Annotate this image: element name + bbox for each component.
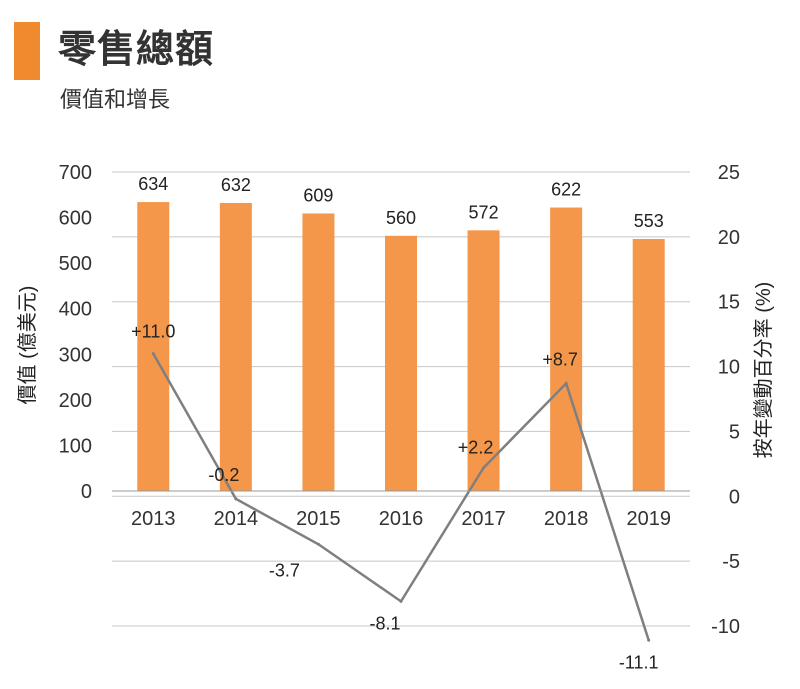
data-labels: 634 632 609 560 572 622 553 +11.0 -0.2 -3.7 -8.1 +2… bbox=[131, 174, 664, 672]
right-axis-tick-label: 10 bbox=[718, 357, 740, 379]
category-label: 2014 bbox=[214, 508, 259, 530]
line-point-label: +11.0 bbox=[131, 322, 175, 342]
line-point-label: -0.2 bbox=[208, 465, 239, 485]
bar bbox=[550, 207, 583, 491]
category-label: 2019 bbox=[626, 508, 671, 530]
right-axis-title: 按年變動百分率 (%) bbox=[752, 282, 775, 459]
line-point-label: -11.1 bbox=[619, 652, 659, 672]
category-label: 2017 bbox=[461, 508, 506, 530]
line-point-label: -8.1 bbox=[369, 613, 400, 633]
bar-value-label: 572 bbox=[469, 202, 499, 222]
left-axis-tick-label: 700 bbox=[59, 162, 92, 184]
category-label: 2016 bbox=[379, 508, 424, 530]
right-axis-tick-label: 5 bbox=[729, 421, 740, 443]
bar bbox=[302, 213, 335, 491]
line-point bbox=[647, 638, 651, 642]
bar bbox=[385, 235, 417, 491]
bar-value-label: 632 bbox=[221, 175, 251, 195]
bar-value-label: 634 bbox=[138, 174, 168, 194]
line-point bbox=[399, 599, 403, 603]
left-axis-title: 價值 (億美元) bbox=[16, 286, 39, 405]
left-axis-tick-label: 400 bbox=[59, 299, 92, 321]
line-point-label: +8.7 bbox=[542, 349, 578, 369]
bar-series bbox=[137, 202, 665, 491]
bar bbox=[219, 202, 252, 491]
right-axis-tick-label: -10 bbox=[711, 616, 740, 638]
line-point-label: -3.7 bbox=[269, 560, 300, 580]
right-axis-tick-label: 20 bbox=[718, 227, 740, 249]
right-axis-tick-label: 25 bbox=[718, 162, 740, 184]
left-axis-tick-label: 100 bbox=[59, 435, 92, 457]
line-point bbox=[482, 466, 486, 470]
chart-title: 零售總額 bbox=[58, 29, 215, 71]
axes: 0 100 200 300 400 500 600 700 -10 -5 0 5 10 15 20 25 201… bbox=[16, 162, 775, 638]
left-axis-tick-label: 0 bbox=[81, 481, 92, 503]
right-axis-tick-label: 15 bbox=[718, 292, 740, 314]
line-point bbox=[234, 497, 238, 501]
line-point bbox=[151, 352, 155, 356]
line-point bbox=[564, 381, 568, 385]
bar-value-label: 553 bbox=[634, 211, 664, 231]
left-axis-tick-label: 500 bbox=[59, 253, 92, 275]
bar bbox=[467, 230, 500, 491]
bar-value-label: 622 bbox=[551, 180, 581, 200]
bar-value-label: 560 bbox=[386, 208, 416, 228]
left-axis-tick-label: 300 bbox=[59, 344, 92, 366]
left-axis-tick-label: 600 bbox=[59, 208, 92, 230]
right-axis-tick-label: 0 bbox=[729, 486, 740, 508]
right-axis-tick-label: -5 bbox=[722, 551, 740, 573]
line-point-label: +2.2 bbox=[458, 438, 494, 458]
category-label: 2018 bbox=[544, 508, 589, 530]
line-point bbox=[316, 542, 320, 546]
left-axis-tick-label: 200 bbox=[59, 390, 92, 412]
category-label: 2013 bbox=[131, 508, 176, 530]
chart-subtitle: 價值和增長 bbox=[60, 87, 171, 112]
bar bbox=[632, 238, 665, 491]
title-accent-bar bbox=[14, 22, 40, 80]
line-series bbox=[151, 352, 651, 642]
bar bbox=[137, 202, 170, 491]
bar-value-label: 609 bbox=[303, 185, 333, 205]
category-label: 2015 bbox=[296, 508, 341, 530]
